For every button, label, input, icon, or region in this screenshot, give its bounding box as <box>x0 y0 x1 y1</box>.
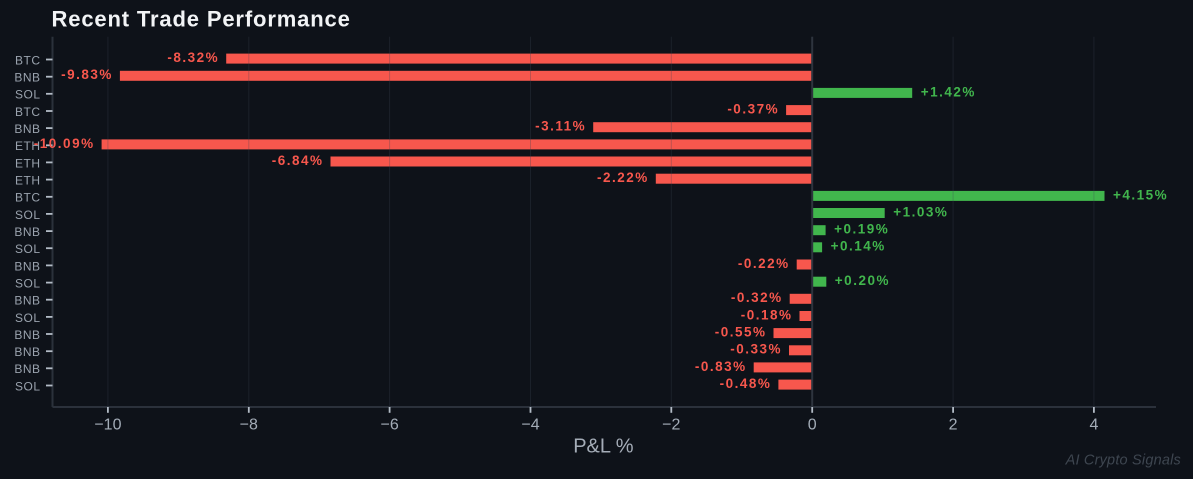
svg-text:+0.19%: +0.19% <box>834 222 889 237</box>
svg-text:BTC: BTC <box>15 105 41 119</box>
svg-text:-0.48%: -0.48% <box>720 376 772 391</box>
svg-text:SOL: SOL <box>15 379 41 393</box>
svg-text:-0.83%: -0.83% <box>695 359 747 374</box>
svg-text:AI Crypto Signals: AI Crypto Signals <box>1065 452 1181 468</box>
svg-text:P&L %: P&L % <box>573 436 634 458</box>
svg-text:SOL: SOL <box>15 88 41 102</box>
svg-text:-2.22%: -2.22% <box>597 170 649 185</box>
svg-text:+0.20%: +0.20% <box>835 273 890 288</box>
svg-text:-10.09%: -10.09% <box>34 136 95 151</box>
svg-text:-6.84%: -6.84% <box>272 153 324 168</box>
svg-text:BNB: BNB <box>14 71 40 85</box>
svg-text:−10: −10 <box>94 417 121 434</box>
svg-text:+1.42%: +1.42% <box>921 84 976 99</box>
svg-text:SOL: SOL <box>15 277 41 291</box>
svg-text:BTC: BTC <box>15 191 41 205</box>
svg-text:ETH: ETH <box>15 139 41 153</box>
svg-text:2: 2 <box>949 417 958 434</box>
svg-text:Recent Trade Performance: Recent Trade Performance <box>52 7 351 32</box>
svg-text:SOL: SOL <box>15 208 41 222</box>
svg-text:-9.83%: -9.83% <box>61 67 113 82</box>
svg-text:-0.33%: -0.33% <box>730 342 782 357</box>
svg-text:-0.18%: -0.18% <box>741 307 793 322</box>
svg-text:−6: −6 <box>380 417 398 434</box>
svg-text:0: 0 <box>808 417 817 434</box>
svg-text:SOL: SOL <box>15 242 41 256</box>
svg-text:+4.15%: +4.15% <box>1113 187 1168 202</box>
svg-text:BNB: BNB <box>14 362 40 376</box>
svg-text:BNB: BNB <box>14 122 40 136</box>
svg-text:-0.22%: -0.22% <box>738 256 790 271</box>
svg-text:+0.14%: +0.14% <box>831 239 886 254</box>
svg-text:-0.55%: -0.55% <box>715 325 767 340</box>
svg-text:BNB: BNB <box>14 225 40 239</box>
svg-text:-8.32%: -8.32% <box>167 50 219 65</box>
svg-text:-0.32%: -0.32% <box>731 290 783 305</box>
svg-text:−4: −4 <box>521 417 539 434</box>
svg-text:BNB: BNB <box>14 328 40 342</box>
svg-text:BNB: BNB <box>14 345 40 359</box>
svg-text:4: 4 <box>1089 417 1098 434</box>
svg-text:−8: −8 <box>240 417 258 434</box>
svg-text:+1.03%: +1.03% <box>893 204 948 219</box>
svg-text:−2: −2 <box>662 417 680 434</box>
svg-text:BNB: BNB <box>14 259 40 273</box>
svg-text:-3.11%: -3.11% <box>535 119 586 134</box>
svg-text:ETH: ETH <box>15 156 41 170</box>
svg-text:SOL: SOL <box>15 311 41 325</box>
svg-text:ETH: ETH <box>15 174 41 188</box>
svg-text:BNB: BNB <box>14 294 40 308</box>
svg-text:BTC: BTC <box>15 53 41 67</box>
svg-text:-0.37%: -0.37% <box>727 102 779 117</box>
